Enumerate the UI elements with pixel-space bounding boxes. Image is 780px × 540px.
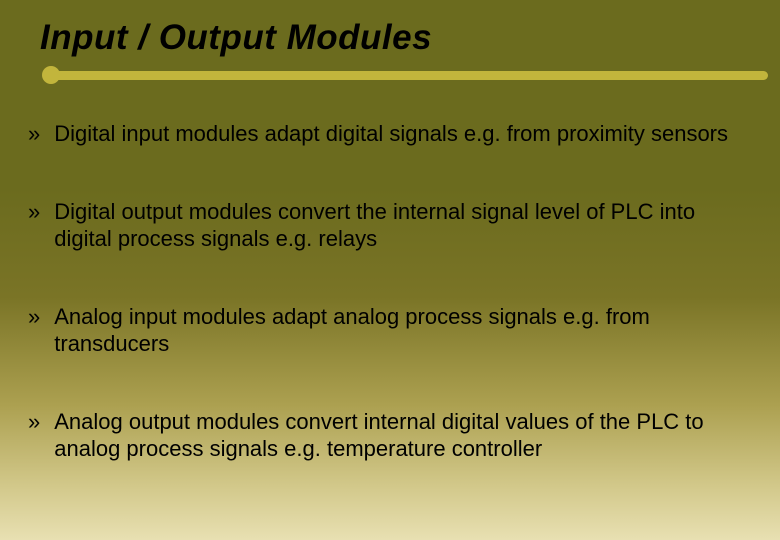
bullet-marker-icon: »	[28, 120, 54, 148]
list-item: » Analog output modules convert internal…	[28, 408, 740, 463]
underline-bar	[50, 71, 768, 80]
slide: Input / Output Modules » Digital input m…	[0, 0, 780, 540]
underline-cap-icon	[42, 66, 60, 84]
bullet-list: » Digital input modules adapt digital si…	[0, 120, 780, 463]
list-item: » Digital input modules adapt digital si…	[28, 120, 740, 148]
bullet-marker-icon: »	[28, 408, 54, 436]
list-item: » Digital output modules convert the int…	[28, 198, 740, 253]
bullet-text: Digital output modules convert the inter…	[54, 198, 740, 253]
slide-title: Input / Output Modules	[0, 18, 780, 58]
title-underline	[0, 66, 780, 90]
bullet-marker-icon: »	[28, 198, 54, 226]
bullet-marker-icon: »	[28, 303, 54, 331]
bullet-text: Analog output modules convert internal d…	[54, 408, 740, 463]
bullet-text: Analog input modules adapt analog proces…	[54, 303, 740, 358]
list-item: » Analog input modules adapt analog proc…	[28, 303, 740, 358]
bullet-text: Digital input modules adapt digital sign…	[54, 120, 740, 148]
